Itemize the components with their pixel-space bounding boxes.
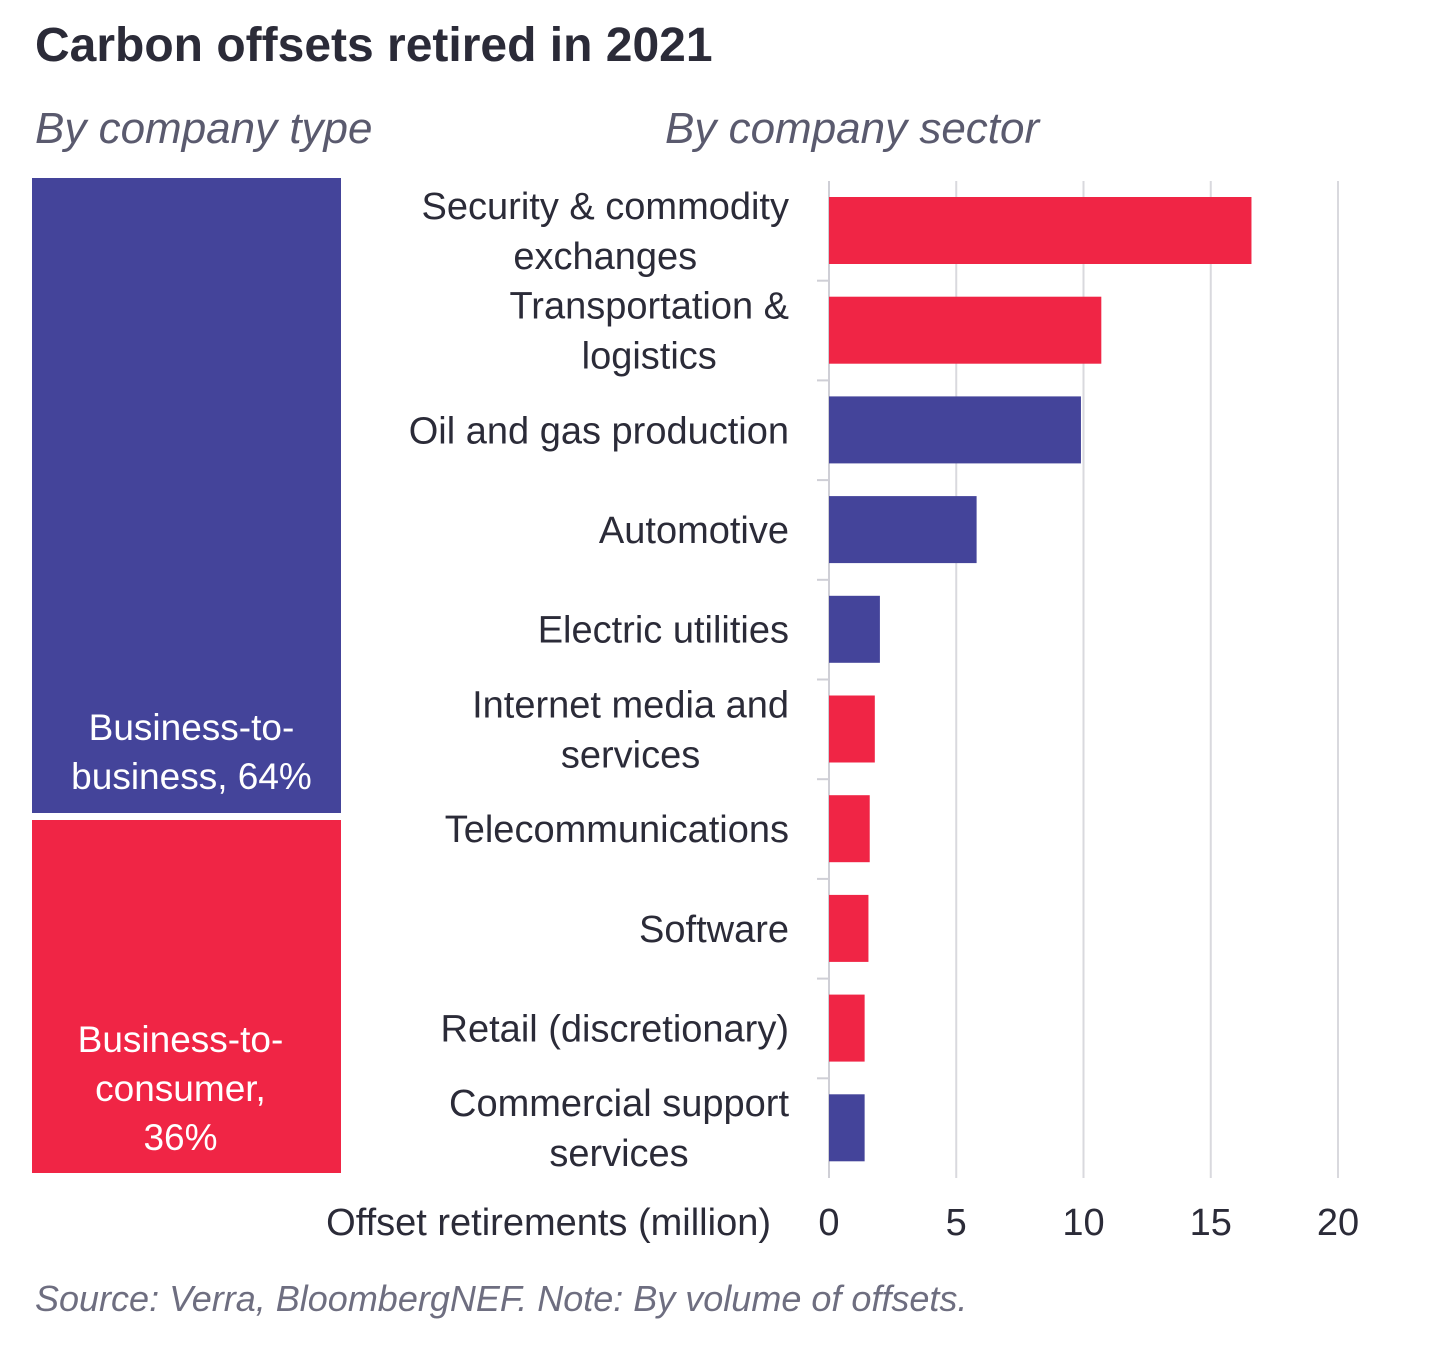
bar	[829, 595, 880, 663]
x-tick-label: 5	[946, 1202, 967, 1244]
category-label: Transportation & logistics	[509, 286, 789, 378]
category-label: Electric utilities	[538, 610, 789, 652]
category-label: Automotive	[599, 510, 789, 552]
x-tick-label: 20	[1317, 1202, 1359, 1244]
category-label: Oil and gas production	[409, 410, 789, 452]
x-tick-label: 15	[1190, 1202, 1232, 1244]
b2b-share-block: Business-to- business, 64%	[32, 178, 341, 813]
bar	[829, 795, 870, 863]
bar	[829, 695, 875, 763]
category-label: Retail (discretionary)	[441, 1008, 789, 1050]
bar	[829, 1094, 865, 1162]
x-tick-label: 0	[818, 1202, 839, 1244]
bar	[829, 994, 865, 1062]
bar	[829, 197, 1252, 264]
category-label: Security & commodity exchanges	[422, 186, 789, 278]
bar	[829, 296, 1102, 364]
category-label: Software	[639, 909, 789, 951]
category-label: Commercial support services	[449, 1083, 789, 1175]
b2c-share-block: Business-to- consumer, 36%	[32, 820, 341, 1173]
x-tick-label: 10	[1062, 1202, 1104, 1244]
bar	[829, 396, 1081, 464]
source-footnote: Source: Verra, BloombergNEF. Note: By vo…	[35, 1278, 968, 1319]
bar	[829, 496, 977, 564]
b2c-share-label: Business-to- consumer, 36%	[77, 1019, 284, 1158]
category-label: Telecommunications	[445, 809, 789, 851]
bar	[829, 894, 869, 962]
b2b-share-label: Business-to- business, 64%	[71, 707, 312, 797]
category-label: Internet media and services	[472, 684, 789, 776]
subtitle-company-type: By company type	[35, 104, 373, 153]
x-axis-label: Offset retirements (million)	[326, 1202, 771, 1244]
subtitle-company-sector: By company sector	[665, 104, 1040, 153]
chart-title: Carbon offsets retired in 2021	[35, 19, 713, 72]
